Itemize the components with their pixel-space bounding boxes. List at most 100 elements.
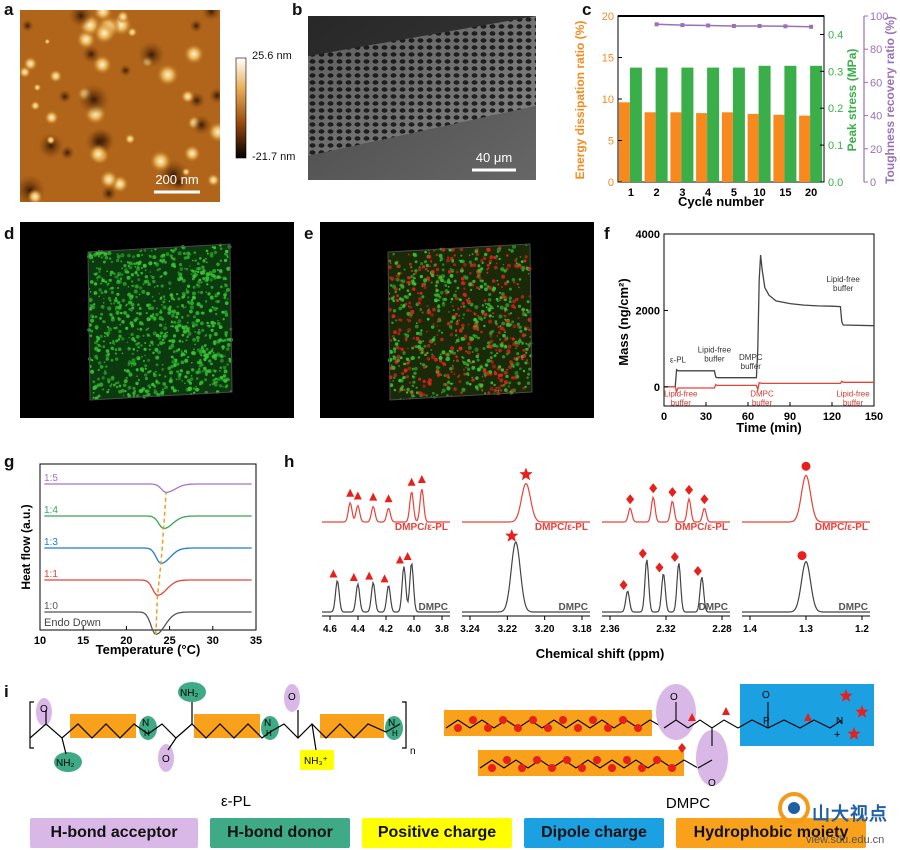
bar-stress-1 bbox=[629, 67, 642, 182]
dmpc-triangle-marker bbox=[722, 707, 730, 715]
dmpc-o-2: O bbox=[708, 778, 716, 789]
dmpc-star-marker bbox=[855, 705, 869, 718]
epl-o-1: O bbox=[40, 704, 48, 715]
chart-g-xtick: 10 bbox=[34, 635, 46, 647]
chart-c-xtick: 3 bbox=[679, 187, 685, 199]
dsc-trend-dashed bbox=[155, 492, 167, 635]
epl-title: ε-PL bbox=[221, 793, 251, 810]
chart-c-right2-tick: 20 bbox=[870, 144, 882, 156]
nmr-tick: 4.6 bbox=[323, 624, 337, 635]
chart-c-right2-tick: 0 bbox=[870, 177, 876, 189]
panel-letter-d: d bbox=[4, 224, 15, 243]
hydrophobic-block-2 bbox=[194, 714, 260, 738]
dmpc-ch2-dot bbox=[589, 716, 597, 724]
chart-c-xtick: 2 bbox=[654, 187, 660, 199]
dmpc-ch2-dot bbox=[469, 716, 477, 724]
nmr-tick: 2.28 bbox=[712, 624, 732, 635]
nmr-marker-diamond bbox=[655, 562, 664, 573]
positive-charge-1 bbox=[300, 750, 334, 770]
dsc-label-1:5: 1:5 bbox=[44, 473, 58, 484]
nmr-bottom-label: DMPC bbox=[699, 602, 728, 613]
nmr-top-spectrum-2 bbox=[602, 495, 730, 523]
nmr-bottom-label: DMPC bbox=[559, 602, 588, 613]
chart-c-right1-tick: 0.4 bbox=[828, 29, 843, 41]
bar-energy-2 bbox=[644, 112, 656, 182]
acceptor-3 bbox=[284, 684, 300, 712]
legend-h-bond-acceptor: H-bond acceptor bbox=[30, 818, 198, 848]
dmpc-ch2-dot bbox=[514, 724, 522, 732]
dsc-label-1:0: 1:0 bbox=[44, 601, 58, 612]
bar-energy-15 bbox=[773, 114, 785, 182]
chart-f-xtick: 30 bbox=[700, 411, 712, 423]
nmr-top-label: DMPC/ε-PL bbox=[395, 522, 448, 533]
chart-h-xlabel: Chemical shift (ppm) bbox=[536, 646, 665, 661]
chart-c-left-tick: 20 bbox=[602, 11, 614, 23]
chart-f-ylabel: Mass (ng/cm²) bbox=[616, 278, 631, 365]
dsc-label-1:3: 1:3 bbox=[44, 537, 58, 548]
donor-nh-1 bbox=[139, 716, 157, 740]
bar-energy-4 bbox=[696, 113, 708, 182]
chart-f-xtick: 90 bbox=[784, 411, 796, 423]
chart-f-annotation: DMPC buffer bbox=[739, 353, 763, 371]
dmpc-ch2-dot bbox=[518, 764, 526, 772]
dmpc-ch2-dot bbox=[638, 764, 646, 772]
nmr-tick: 4.4 bbox=[351, 624, 365, 635]
nmr-tick: 3.22 bbox=[498, 624, 518, 635]
nmr-bottom-spectrum-1 bbox=[462, 541, 590, 613]
dmpc-o-1: O bbox=[670, 692, 678, 703]
dmpc-p: P bbox=[763, 716, 770, 727]
nmr-marker-diamond bbox=[693, 566, 702, 576]
bar-stress-20 bbox=[810, 65, 823, 182]
epl-h-1: H bbox=[144, 729, 150, 738]
dmpc-star-marker bbox=[847, 727, 861, 740]
epl-n-2: N bbox=[264, 718, 271, 729]
bar-stress-5 bbox=[732, 67, 745, 182]
dmpc-ch2-dot bbox=[484, 724, 492, 732]
dmpc-ch2-dot bbox=[533, 756, 541, 764]
dmpc-diamond-marker bbox=[678, 743, 686, 753]
acceptor-2 bbox=[158, 744, 174, 772]
dsc-curve-1:5 bbox=[44, 483, 252, 493]
chart-c-xlabel: Cycle number bbox=[678, 194, 764, 209]
chart-c-ylabel-right2: Toughness recovery ratio (%) bbox=[883, 16, 897, 184]
chart-c-left-tick: 15 bbox=[602, 53, 614, 65]
nmr-marker-triangle bbox=[349, 573, 358, 581]
chart-f-xtick: 60 bbox=[742, 411, 754, 423]
nmr-top-spectrum-1 bbox=[462, 482, 590, 523]
donor-nh-2 bbox=[261, 716, 279, 740]
chart-f: 0 30 60 90 120 150 0 2000 4000 ε-PL Lipid-free buf… bbox=[616, 229, 883, 435]
chart-c-right2-tick: 100 bbox=[870, 11, 888, 23]
nmr-bottom-spectrum-0 bbox=[322, 562, 450, 613]
watermark-cn: 山大视点 bbox=[812, 804, 888, 824]
legend-positive-charge: Positive charge bbox=[362, 818, 512, 848]
dmpc-ch2-dot bbox=[634, 724, 642, 732]
nmr-marker-triangle bbox=[417, 475, 426, 483]
dmpc-ch2-dot bbox=[623, 756, 631, 764]
chart-c-right1-tick: 0.2 bbox=[828, 103, 843, 115]
chart-g-annotation: Endo Down bbox=[44, 617, 101, 629]
nmr-marker-triangle bbox=[346, 488, 355, 497]
chart-c-xtick: 10 bbox=[753, 187, 765, 199]
bar-energy-20 bbox=[799, 115, 811, 182]
chart-g-xtick: 15 bbox=[77, 635, 89, 647]
epl-n-3: N bbox=[388, 718, 395, 729]
epl-repeat-n: n bbox=[410, 746, 416, 757]
afm-colorbar-min: -21.7 nm bbox=[252, 151, 296, 163]
chart-f-xtick: 150 bbox=[865, 411, 883, 423]
nmr-bottom-spectrum-3 bbox=[742, 560, 870, 613]
nmr-tick: 3.20 bbox=[535, 624, 555, 635]
chart-c-right1-tick: 0.0 bbox=[828, 177, 843, 189]
dmpc-ch2-dot bbox=[544, 724, 552, 732]
epl-h-3: H bbox=[392, 729, 398, 738]
sem-scale-label: 40 μm bbox=[476, 150, 512, 165]
chart-c-right2-tick: 40 bbox=[870, 111, 882, 123]
point-toughness-2 bbox=[654, 22, 659, 27]
dmpc-ch2-dot bbox=[559, 716, 567, 724]
panel-letter-i: i bbox=[4, 682, 9, 701]
epl-o-3: O bbox=[288, 692, 296, 703]
dmpc-ch2-dot bbox=[529, 716, 537, 724]
chart-f-annotation: Lipid-free buffer bbox=[836, 389, 870, 407]
donor-nh2-2 bbox=[178, 682, 206, 702]
chart-f-annotation: Lipid-free buffer bbox=[698, 346, 732, 364]
bar-stress-2 bbox=[655, 67, 668, 182]
